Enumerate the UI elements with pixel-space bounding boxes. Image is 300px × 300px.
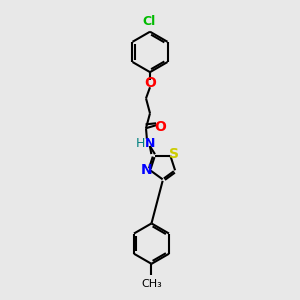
Text: Cl: Cl <box>142 15 155 28</box>
Text: H: H <box>135 136 145 150</box>
Text: S: S <box>169 148 179 161</box>
Text: N: N <box>140 163 152 177</box>
Text: O: O <box>154 120 166 134</box>
Text: N: N <box>145 136 155 150</box>
Text: CH₃: CH₃ <box>141 279 162 289</box>
Text: O: O <box>144 76 156 90</box>
